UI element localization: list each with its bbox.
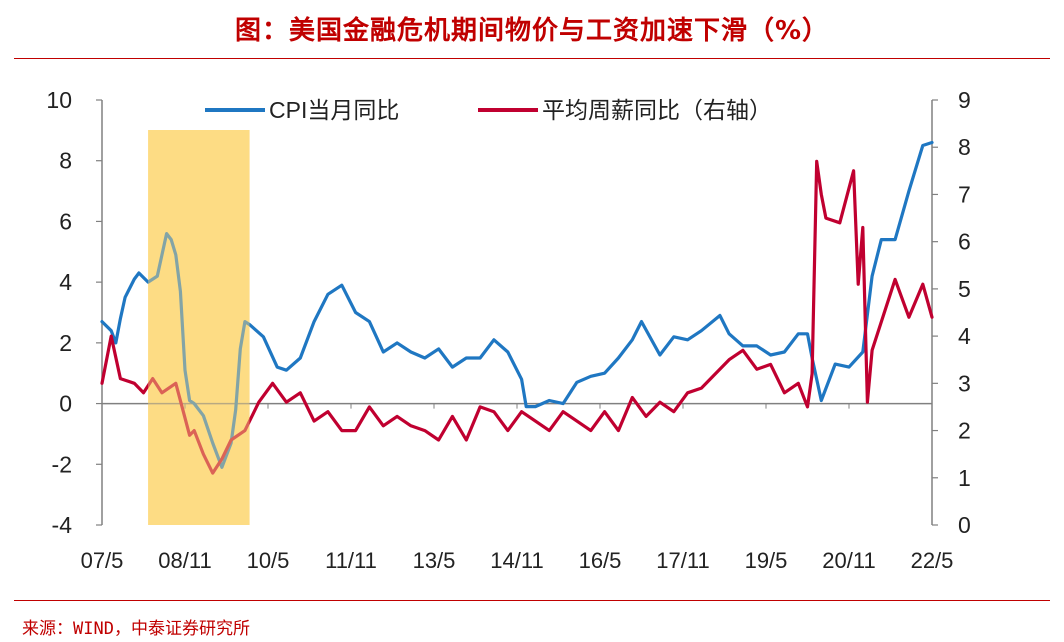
left-tick-label: 4 <box>59 269 72 295</box>
legend-label-cpi: CPI当月同比 <box>269 97 399 123</box>
x-tick-label: 08/11 <box>158 548 211 573</box>
chart-title: 图：美国金融危机期间物价与工资加速下滑（%） <box>234 16 830 46</box>
left-tick-label: 6 <box>59 208 72 234</box>
x-tick-label: 17/11 <box>656 548 709 573</box>
right-tick-label: 2 <box>958 418 971 444</box>
left-tick-label: -2 <box>52 451 72 477</box>
x-tick-label: 20/11 <box>822 548 875 573</box>
title-divider <box>14 58 1050 59</box>
x-tick-label: 11/11 <box>325 548 377 573</box>
right-tick-label: 9 <box>958 87 971 113</box>
x-tick-label: 10/5 <box>247 548 290 573</box>
series-line-cpi <box>100 140 934 469</box>
left-tick-label: 10 <box>46 87 72 113</box>
footer-divider <box>14 600 1050 601</box>
x-tick-label: 13/5 <box>413 548 456 573</box>
right-tick-label: 0 <box>958 512 971 538</box>
highlight-band <box>148 130 250 525</box>
right-tick-label: 5 <box>958 276 971 302</box>
right-tick-label: 8 <box>958 134 971 160</box>
x-tick-label: 14/11 <box>490 548 543 573</box>
x-tick-label: 22/5 <box>911 548 954 573</box>
right-tick-label: 7 <box>958 181 971 207</box>
right-tick-label: 1 <box>958 465 971 491</box>
right-tick-label: 6 <box>958 229 971 255</box>
left-tick-label: -4 <box>52 512 73 538</box>
x-tick-label: 07/5 <box>81 548 124 573</box>
source-note: 来源：WIND，中泰证券研究所 <box>22 619 250 639</box>
highlight-band-overlay <box>148 130 250 525</box>
left-tick-label: 8 <box>59 148 72 174</box>
right-tick-label: 3 <box>958 370 971 396</box>
x-tick-label: 19/5 <box>745 548 788 573</box>
x-tick-label: 16/5 <box>579 548 622 573</box>
right-tick-label: 4 <box>958 323 971 349</box>
legend-label-weekly-wage: 平均周薪同比（右轴） <box>542 97 772 123</box>
series-line-weekly-wage <box>100 159 934 475</box>
left-tick-label: 2 <box>59 330 72 356</box>
left-tick-label: 0 <box>59 391 72 417</box>
